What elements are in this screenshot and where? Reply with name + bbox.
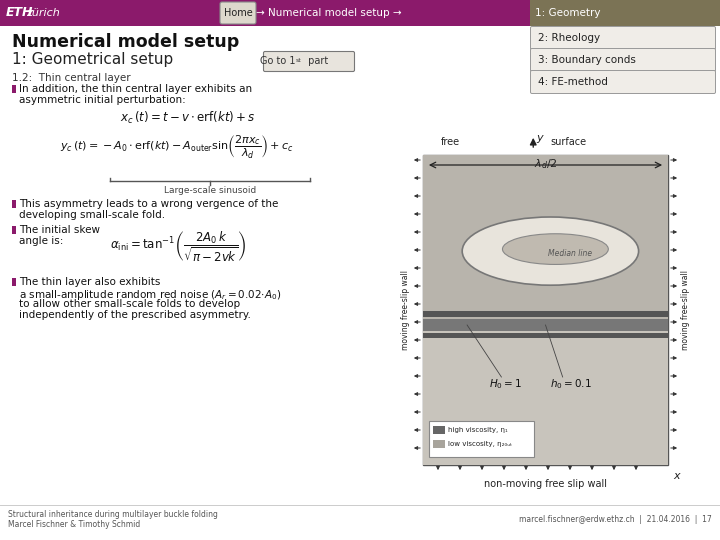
Text: ETH: ETH bbox=[6, 6, 34, 19]
Text: y: y bbox=[536, 133, 543, 143]
Text: $h_0{=}0.1$: $h_0{=}0.1$ bbox=[550, 377, 592, 391]
FancyBboxPatch shape bbox=[531, 71, 716, 93]
Text: Marcel Fischner & Timothy Schmid: Marcel Fischner & Timothy Schmid bbox=[8, 520, 140, 529]
Text: This asymmetry leads to a wrong vergence of the: This asymmetry leads to a wrong vergence… bbox=[19, 199, 279, 209]
Bar bbox=[423, 311, 668, 317]
Text: Median line: Median line bbox=[549, 248, 593, 258]
Text: → Numerical model setup →: → Numerical model setup → bbox=[256, 8, 402, 18]
Text: Go to 1: Go to 1 bbox=[261, 56, 296, 66]
Text: Home: Home bbox=[224, 8, 253, 18]
Bar bbox=[423, 155, 668, 465]
Text: Large-scale sinusoid: Large-scale sinusoid bbox=[164, 186, 256, 195]
Text: angle is:: angle is: bbox=[19, 236, 63, 246]
Text: In addition, the thin central layer exhibits an: In addition, the thin central layer exhi… bbox=[19, 84, 252, 94]
Bar bbox=[0, 0, 720, 26]
FancyBboxPatch shape bbox=[264, 51, 354, 71]
Bar bbox=[12, 278, 16, 286]
Text: Structural inheritance during multilayer buckle folding: Structural inheritance during multilayer… bbox=[8, 510, 218, 519]
Text: high viscosity, η₁: high viscosity, η₁ bbox=[448, 427, 508, 433]
Bar bbox=[433, 440, 445, 448]
Text: free: free bbox=[441, 137, 460, 147]
Ellipse shape bbox=[462, 217, 639, 285]
Text: $x_c\,(t) = t - v \cdot \mathrm{erf}(kt) + s$: $x_c\,(t) = t - v \cdot \mathrm{erf}(kt)… bbox=[120, 110, 256, 126]
Bar bbox=[423, 326, 668, 465]
Text: $\lambda_d/2$: $\lambda_d/2$ bbox=[534, 157, 557, 171]
Text: developing small-scale fold.: developing small-scale fold. bbox=[19, 210, 165, 220]
Text: $y_c\,(t) = -A_0 \cdot \mathrm{erf}(kt) - A_\mathrm{outer}\sin\!\left(\dfrac{2\p: $y_c\,(t) = -A_0 \cdot \mathrm{erf}(kt) … bbox=[60, 134, 294, 161]
FancyBboxPatch shape bbox=[220, 2, 256, 24]
Text: $H_0{=}1$: $H_0{=}1$ bbox=[489, 377, 522, 391]
Text: The thin layer also exhibits: The thin layer also exhibits bbox=[19, 277, 161, 287]
Bar bbox=[423, 319, 668, 331]
Text: zürich: zürich bbox=[26, 8, 60, 18]
Text: 3: Boundary conds: 3: Boundary conds bbox=[538, 55, 636, 65]
Bar bbox=[530, 0, 720, 26]
Text: 2: Rheology: 2: Rheology bbox=[538, 33, 600, 43]
Bar bbox=[423, 333, 668, 338]
Text: surface: surface bbox=[551, 137, 587, 147]
Bar bbox=[429, 421, 534, 457]
FancyBboxPatch shape bbox=[531, 26, 716, 50]
Bar bbox=[12, 226, 16, 234]
Text: to allow other small-scale folds to develop: to allow other small-scale folds to deve… bbox=[19, 299, 240, 309]
Text: st: st bbox=[296, 58, 302, 63]
Text: 1: Geometrical setup: 1: Geometrical setup bbox=[12, 52, 174, 67]
Text: marcel.fischner@erdw.ethz.ch  |  21.04.2016  |  17: marcel.fischner@erdw.ethz.ch | 21.04.201… bbox=[519, 515, 712, 524]
Text: non-moving free slip wall: non-moving free slip wall bbox=[484, 479, 607, 489]
Bar bbox=[433, 426, 445, 434]
Text: 4: FE-method: 4: FE-method bbox=[538, 77, 608, 87]
Bar bbox=[12, 200, 16, 208]
Text: independently of the prescribed asymmetry.: independently of the prescribed asymmetr… bbox=[19, 310, 251, 320]
Text: moving free-slip wall: moving free-slip wall bbox=[400, 270, 410, 350]
Text: x: x bbox=[673, 471, 680, 481]
Text: asymmetric initial perturbation:: asymmetric initial perturbation: bbox=[19, 95, 186, 105]
Text: 1: Geometry: 1: Geometry bbox=[535, 8, 600, 18]
Text: a small-amplitude random red noise $(A_r{=}0.02{\cdot}A_0)$: a small-amplitude random red noise $(A_r… bbox=[19, 288, 282, 302]
Text: 1.2:  Thin central layer: 1.2: Thin central layer bbox=[12, 73, 130, 83]
Ellipse shape bbox=[503, 234, 608, 265]
Text: part: part bbox=[305, 56, 328, 66]
Text: low viscosity, η₂₀ᵤₜ: low viscosity, η₂₀ᵤₜ bbox=[448, 441, 512, 447]
Text: Numerical model setup: Numerical model setup bbox=[12, 33, 239, 51]
Bar bbox=[423, 155, 668, 326]
Text: moving free-slip wall: moving free-slip wall bbox=[682, 270, 690, 350]
Text: $\alpha_\mathrm{ini} = \tan^{-1}\!\left(\dfrac{2A_0\,k}{\sqrt{\pi - 2vk}}\right): $\alpha_\mathrm{ini} = \tan^{-1}\!\left(… bbox=[110, 229, 246, 264]
Bar bbox=[12, 85, 16, 93]
Text: The initial skew: The initial skew bbox=[19, 225, 100, 235]
FancyBboxPatch shape bbox=[531, 49, 716, 71]
